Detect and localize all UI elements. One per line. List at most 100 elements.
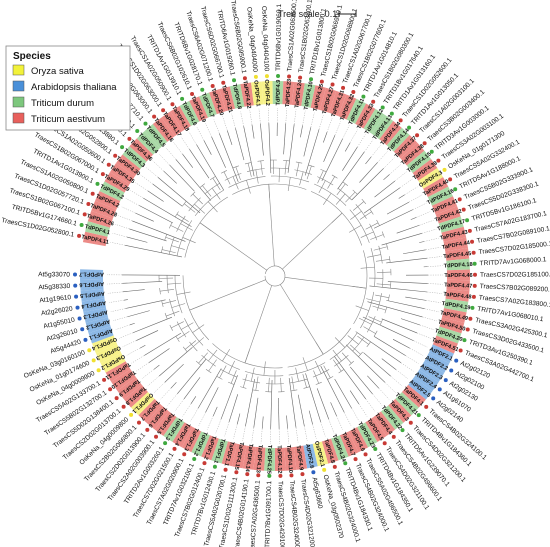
tree-leaf-branch [129,322,135,326]
tree-leaf-extension [213,119,220,134]
tree-leaf-branch [300,125,303,138]
leaf-dot [448,177,453,182]
leaf-dot [330,82,335,87]
tree-leaf-branch [132,220,186,242]
tree-leaf-extension [160,388,172,400]
tree-leaf-branch [260,123,264,156]
leaf-dot [373,447,378,452]
tree-leaf-branch [351,168,384,201]
leaf-dot [75,305,80,310]
ring-segment [445,247,470,261]
tree-leaf-branch [135,212,154,222]
tree-leaf-extension [328,419,335,434]
leaf-label: TraesCS7A02G436500.1 [249,480,262,547]
leaf-dot [332,464,337,469]
tree-leaf-extension [349,129,358,143]
ring-segment [428,344,454,364]
tree-leaf-extension [267,108,270,124]
leaf-dot [462,338,467,343]
tree-leaf-extension [357,134,366,148]
tree-leaf-extension [173,142,183,155]
leaf-dot [465,218,470,223]
tree-branch-arc [205,369,212,374]
tree-leaf-extension [404,186,418,196]
tree-leaf-extension [421,228,437,234]
tree-scale-label: Tree scale: 0.1 [278,9,337,19]
tree-branch-arc [169,298,175,317]
ring-short-label: TdPDF4.19 [441,301,471,312]
tree-leaf-branch [277,397,280,429]
leaf-dot [200,87,205,92]
tree-branch-link [181,322,194,330]
leaf-dot [256,473,261,478]
ring-segment [436,326,462,344]
tree-branch-link [167,282,182,285]
tree-branch-link [255,169,259,184]
tree-branch-arc [352,189,358,195]
leaf-dot [363,452,368,457]
tree-leaf-branch [132,316,173,334]
tree-leaf-branch [323,135,336,163]
tree-branch-arc [195,360,202,366]
tree-branch-link [368,316,382,323]
tree-leaf-branch [381,233,423,246]
ring-segment [189,96,209,122]
tree-branch-arc [378,245,383,264]
tree-leaf-branch [367,375,380,389]
tree-branch-arc [338,369,345,374]
tree-leaf-extension [109,299,124,303]
ring-segment [181,427,202,453]
tree-leaf-branch [373,209,413,229]
tree-leaf-branch [355,331,402,363]
tree-leaf-extension [251,427,255,443]
tree-branch-link [161,249,176,254]
tree-leaf-extension [304,426,308,441]
tree-branch-link [194,203,206,214]
tree-leaf-branch [127,310,150,318]
tree-root-link [244,285,273,364]
tree-leaf-extension [122,340,137,348]
leaf-dot [192,456,197,461]
tree-branch-arc [168,237,175,255]
leaf-label: At1g55010 [43,317,76,331]
leaf-label: TraesCS7B02G089200.1 [480,283,550,294]
tree-leaf-branch [386,257,427,264]
tree-leaf-extension [400,362,414,372]
tree-leaf-branch [305,373,322,423]
tree-branch-arc [161,300,164,307]
tree-branch-arc [184,196,228,258]
tree-leaf-branch [344,142,351,152]
tree-leaf-branch [403,249,426,255]
leaf-dot [102,377,107,382]
ring-short-label: OsPDF4.1 [252,80,260,107]
tree-branch-link [345,191,356,203]
leaf-dot [319,79,324,84]
leaf-dot [264,74,269,79]
ring-segment [209,89,226,115]
tree-leaf-branch [386,201,410,215]
ring-segment [435,206,461,224]
tree-branch-link [317,170,324,184]
tree-leaf-branch [323,132,328,143]
ring-segment [439,317,465,334]
tree-branch-link [263,361,266,376]
tree-leaf-branch [177,358,207,394]
tree-branch-link [219,365,227,379]
tree-leaf-extension [287,428,290,444]
tree-leaf-extension [426,256,442,259]
tree-leaf-branch [143,197,192,227]
ring-segment [446,269,471,281]
tree-branch-link [184,203,196,213]
tree-leaf-branch [196,144,224,191]
leaf-dot [471,294,476,299]
leaf-dot [300,472,305,477]
tree-leaf-branch [157,177,201,214]
tree-leaf-extension [408,194,423,203]
leaf-dot [127,136,132,141]
leaf-dot [212,464,217,469]
leaf-dots [73,74,477,478]
tree-leaf-branch [148,348,170,363]
tree-branch-arc [209,176,216,181]
tree-leaf-extension [412,202,427,210]
tree-branch-link [334,337,346,348]
